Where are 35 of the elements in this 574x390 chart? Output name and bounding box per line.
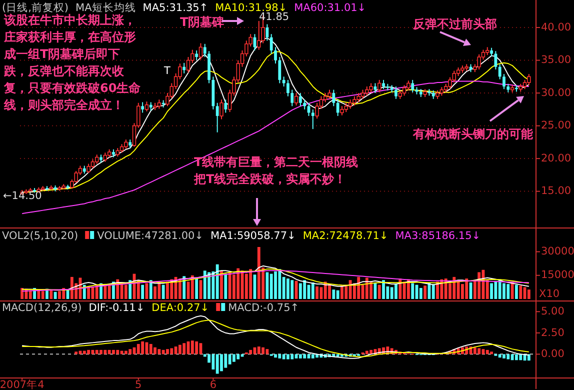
chart-subtitle: MA短长均线	[76, 1, 136, 14]
y-tick-label: 30.00	[541, 86, 572, 99]
y-tick-label: 15000	[541, 269, 574, 282]
y-tick-label: 15.00	[541, 185, 572, 198]
annotation: 41.85	[259, 11, 290, 23]
x-tick-label: 6	[210, 379, 217, 390]
y-tick-label: 20.00	[541, 152, 572, 164]
y-tick-label: 2.50	[541, 326, 564, 339]
y-tick-label: 0.00	[541, 348, 564, 360]
annotation: 该股在牛市中长期上涨，庄家获利丰厚，在高位形成一组T阴墓碑后即下跌，反弹也不能再次收复，只要有效跌破60生命线，则头部完全成立！	[4, 12, 142, 114]
text: MA1:59058.77↓	[210, 230, 296, 242]
y-tick-label: 5.00	[541, 306, 564, 318]
y-tick-label: 25.00	[541, 120, 572, 132]
series-label: DEA:0.27↓	[152, 302, 210, 314]
series-label: DIF:-0.11↓	[88, 302, 145, 314]
annotation: 有构筑断头铡刀的可能	[412, 127, 534, 141]
y-tick-label: 30000	[541, 246, 574, 258]
x-tick-label: 2007年4	[0, 379, 45, 390]
y-tick-label: 35.00	[541, 54, 572, 66]
annotation: T阴墓碑	[180, 15, 224, 29]
chart-title: MACD(12,26,9)	[2, 302, 82, 314]
legend-label: MACD:-0.75↑	[228, 302, 300, 314]
annotation: 反弹不过前头部	[412, 17, 497, 31]
text: MA2:72478.71↓	[302, 230, 388, 242]
y-tick-label: 40.00	[541, 21, 572, 34]
text: X10	[539, 288, 560, 300]
text: MA3:85186.15↓	[395, 230, 481, 242]
chart-title: (日线,前复权)	[2, 1, 69, 14]
chart-title: VOL2(5,10,20)	[2, 230, 78, 242]
text: MA60:31.01↓	[294, 2, 366, 14]
x-tick-label: 5	[135, 379, 142, 390]
legend-label: VOLUME:47281.00↓	[97, 230, 204, 242]
annotation: ←14.50	[3, 190, 42, 202]
text: MA5:31.35↑	[142, 2, 208, 14]
annotation: T	[163, 65, 171, 77]
